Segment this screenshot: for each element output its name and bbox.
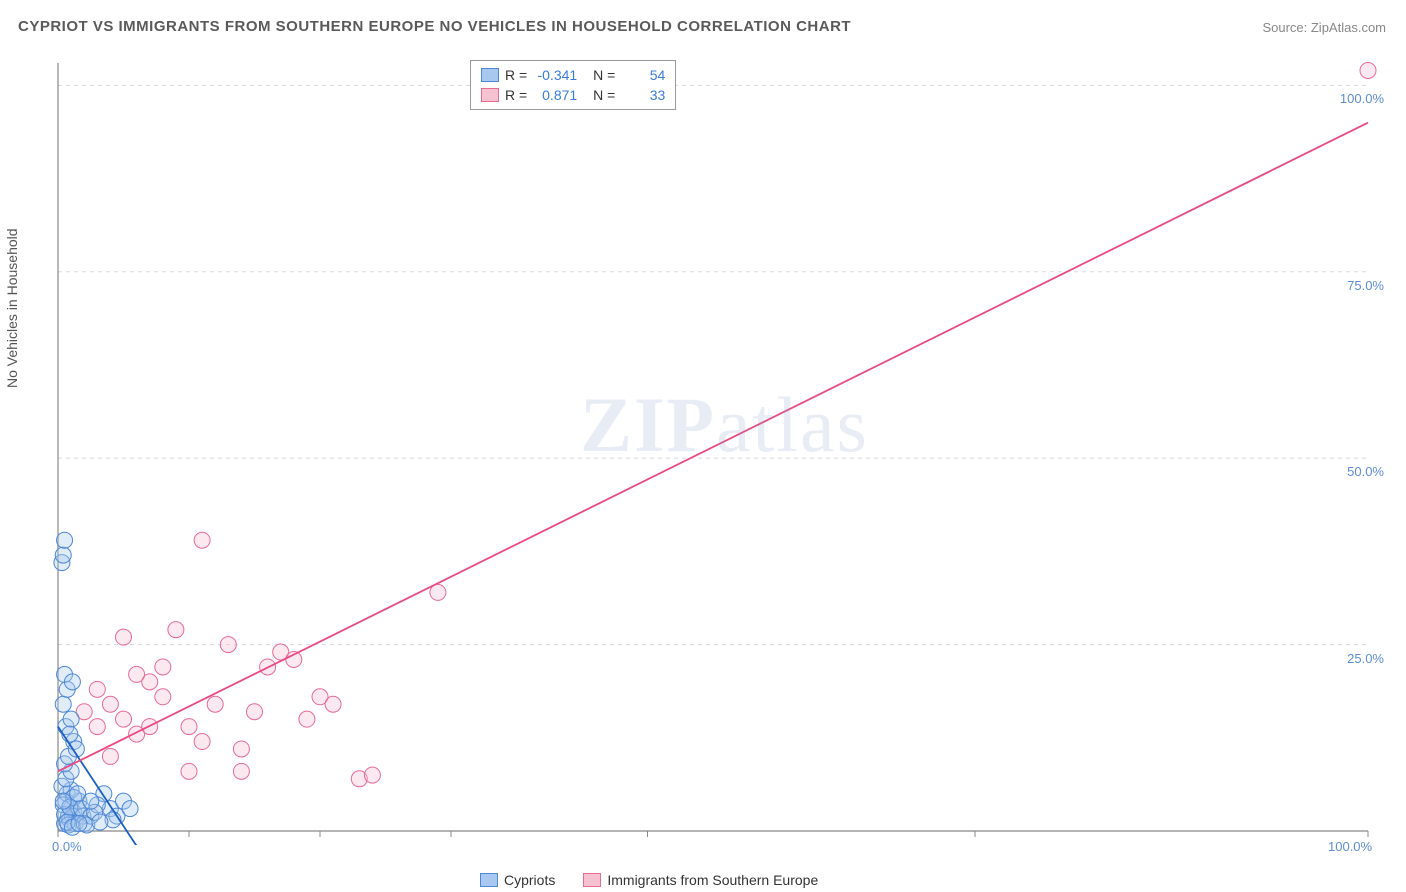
- correlation-stats-legend: R = -0.341 N = 54 R = 0.871 N = 33: [470, 60, 676, 110]
- series-legend: Cypriots Immigrants from Southern Europe: [480, 872, 818, 888]
- r-value: -0.341: [533, 67, 577, 83]
- r-label: R =: [505, 87, 527, 103]
- swatch-cypriots: [480, 873, 498, 887]
- n-value: 33: [621, 87, 665, 103]
- y-tick-label: 50.0%: [1347, 464, 1384, 479]
- legend-item-immigrants: Immigrants from Southern Europe: [583, 872, 818, 888]
- stats-row-cypriots: R = -0.341 N = 54: [481, 65, 665, 85]
- y-tick-label: 100.0%: [1340, 91, 1384, 106]
- x-tick-label: 100.0%: [1328, 839, 1372, 854]
- swatch-cypriots: [481, 68, 499, 82]
- stats-row-immigrants: R = 0.871 N = 33: [481, 85, 665, 105]
- y-axis-label: No Vehicles in Household: [4, 228, 20, 388]
- r-value: 0.871: [533, 87, 577, 103]
- legend-label: Immigrants from Southern Europe: [607, 872, 818, 888]
- watermark: ZIPatlas: [580, 380, 869, 470]
- legend-label: Cypriots: [504, 872, 555, 888]
- swatch-immigrants: [583, 873, 601, 887]
- y-tick-label: 25.0%: [1347, 651, 1384, 666]
- legend-item-cypriots: Cypriots: [480, 872, 555, 888]
- x-tick-label: 0.0%: [52, 839, 82, 854]
- n-label: N =: [593, 87, 615, 103]
- y-tick-label: 75.0%: [1347, 278, 1384, 293]
- source-attribution: Source: ZipAtlas.com: [1262, 20, 1386, 35]
- n-label: N =: [593, 67, 615, 83]
- swatch-immigrants: [481, 88, 499, 102]
- chart-title: CYPRIOT VS IMMIGRANTS FROM SOUTHERN EURO…: [18, 18, 851, 35]
- n-value: 54: [621, 67, 665, 83]
- r-label: R =: [505, 67, 527, 83]
